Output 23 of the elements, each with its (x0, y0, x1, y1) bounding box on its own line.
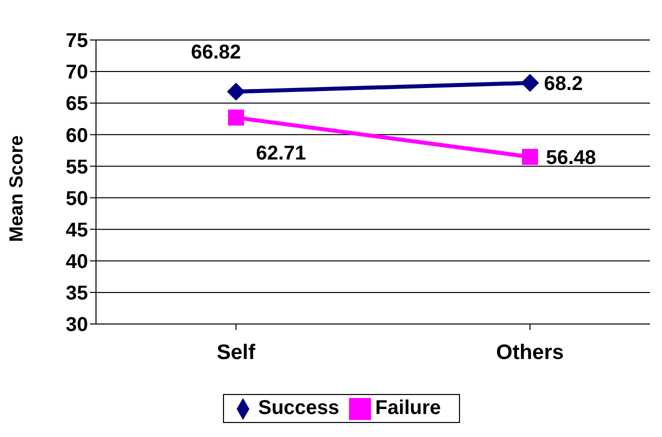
y-tick-label: 70 (66, 62, 88, 84)
point (227, 82, 245, 101)
legend-label: Failure (375, 397, 441, 419)
data-label: 66.82 (191, 42, 242, 64)
y-tick-label: 45 (66, 219, 88, 242)
y-tick-label: 55 (66, 156, 88, 178)
data-label: 62.71 (256, 142, 306, 165)
y-tick-label: 30 (66, 314, 88, 336)
y-tick-label: 65 (66, 93, 88, 116)
x-tick-label: Self (216, 340, 256, 364)
x-tick-label: Others (496, 340, 564, 364)
point (521, 74, 539, 92)
y-tick-label: 35 (66, 282, 88, 305)
y-tick-label: 60 (66, 124, 88, 147)
y-tick-label: 40 (66, 250, 88, 273)
y-axis-title: Mean Score (6, 135, 28, 242)
point (522, 148, 538, 165)
data-label: 56.48 (546, 146, 596, 169)
legend-label: Success (258, 397, 340, 419)
y-tick-label: 50 (66, 188, 88, 210)
data-label: 68.2 (544, 72, 583, 95)
y-tick-label: 75 (66, 30, 88, 52)
point (228, 110, 244, 126)
